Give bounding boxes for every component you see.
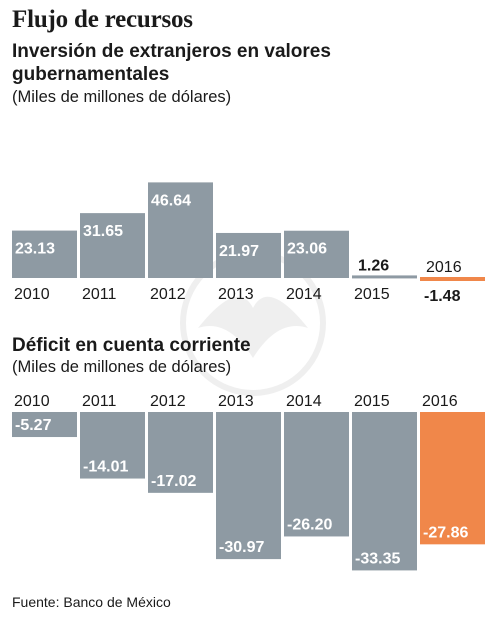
page-title: Flujo de recursos xyxy=(12,6,193,33)
chart1-plot: 23.13 2010 31.65 2011 46.64 2012 21.97 2013 23.0… xyxy=(12,182,485,305)
chart2-value-label-2014: -26.20 xyxy=(287,516,332,533)
chart1-value-label-2011: 31.65 xyxy=(83,223,123,240)
chart1-title: Inversión de extranjeros en valores gube… xyxy=(12,41,331,85)
chart2-category-label-2012: 2012 xyxy=(150,393,186,410)
chart2-bar-2016 xyxy=(420,412,485,545)
chart1-category-label-2016: 2016 xyxy=(426,259,462,276)
chart2-value-label-2016: -27.86 xyxy=(423,524,468,541)
chart2-value-label-2010: -5.27 xyxy=(15,417,52,434)
chart1-category-label-2015: 2015 xyxy=(354,286,390,303)
chart1-value-label-2010: 23.13 xyxy=(15,241,55,258)
chart2-value-label-2011: -14.01 xyxy=(83,459,128,476)
chart1-value-label-2014: 23.06 xyxy=(287,241,327,258)
chart2-category-label-2016: 2016 xyxy=(422,393,458,410)
chart1-unit: (Miles de millones de dólares) xyxy=(12,88,232,106)
chart1-value-label-2015: 1.26 xyxy=(358,257,389,274)
chart1-value-label-2016: -1.48 xyxy=(424,288,461,305)
chart2-category-label-2015: 2015 xyxy=(354,393,390,410)
chart1-bar-2012 xyxy=(148,182,213,278)
chart2-bar-2015 xyxy=(352,412,417,571)
chart1-category-label-2012: 2012 xyxy=(150,286,186,303)
chart2-title: Déficit en cuenta corriente xyxy=(12,335,251,356)
chart2-value-label-2012: -17.02 xyxy=(151,473,196,490)
chart1-bar-2016 xyxy=(420,277,485,281)
chart2-bar-2011 xyxy=(80,412,145,479)
source-note: Fuente: Banco de México xyxy=(12,594,171,610)
chart1-category-label-2014: 2014 xyxy=(286,286,322,303)
chart1-bar-2014 xyxy=(284,230,349,278)
chart1-bar-2015 xyxy=(352,275,417,279)
chart2-category-label-2013: 2013 xyxy=(218,393,254,410)
chart1-category-label-2010: 2010 xyxy=(14,286,50,303)
chart2-category-label-2011: 2011 xyxy=(82,393,117,410)
chart1-value-label-2013: 21.97 xyxy=(219,243,259,260)
chart1-category-label-2011: 2011 xyxy=(82,286,117,303)
chart1-category-label-2013: 2013 xyxy=(218,286,254,303)
chart2-bar-2010 xyxy=(12,412,77,438)
chart2-plot: -5.27 2010 -14.01 2011 -17.02 2012 -30.97 2013 -… xyxy=(12,393,485,571)
chart2-unit: (Miles de millones de dólares) xyxy=(12,358,232,376)
chart2-value-label-2013: -30.97 xyxy=(219,539,264,556)
chart2-category-label-2010: 2010 xyxy=(14,393,50,410)
chart2-value-label-2015: -33.35 xyxy=(355,550,400,567)
chart1-bar-2013 xyxy=(216,232,281,278)
chart2-bar-2014 xyxy=(284,412,349,537)
chart2-bar-2013 xyxy=(216,412,281,560)
chart2-bar-2012 xyxy=(148,412,213,493)
chart1-bar-2010 xyxy=(12,230,77,278)
chart1-value-label-2012: 46.64 xyxy=(151,192,191,209)
chart2-category-label-2014: 2014 xyxy=(286,393,322,410)
chart1-bar-2011 xyxy=(80,213,145,278)
